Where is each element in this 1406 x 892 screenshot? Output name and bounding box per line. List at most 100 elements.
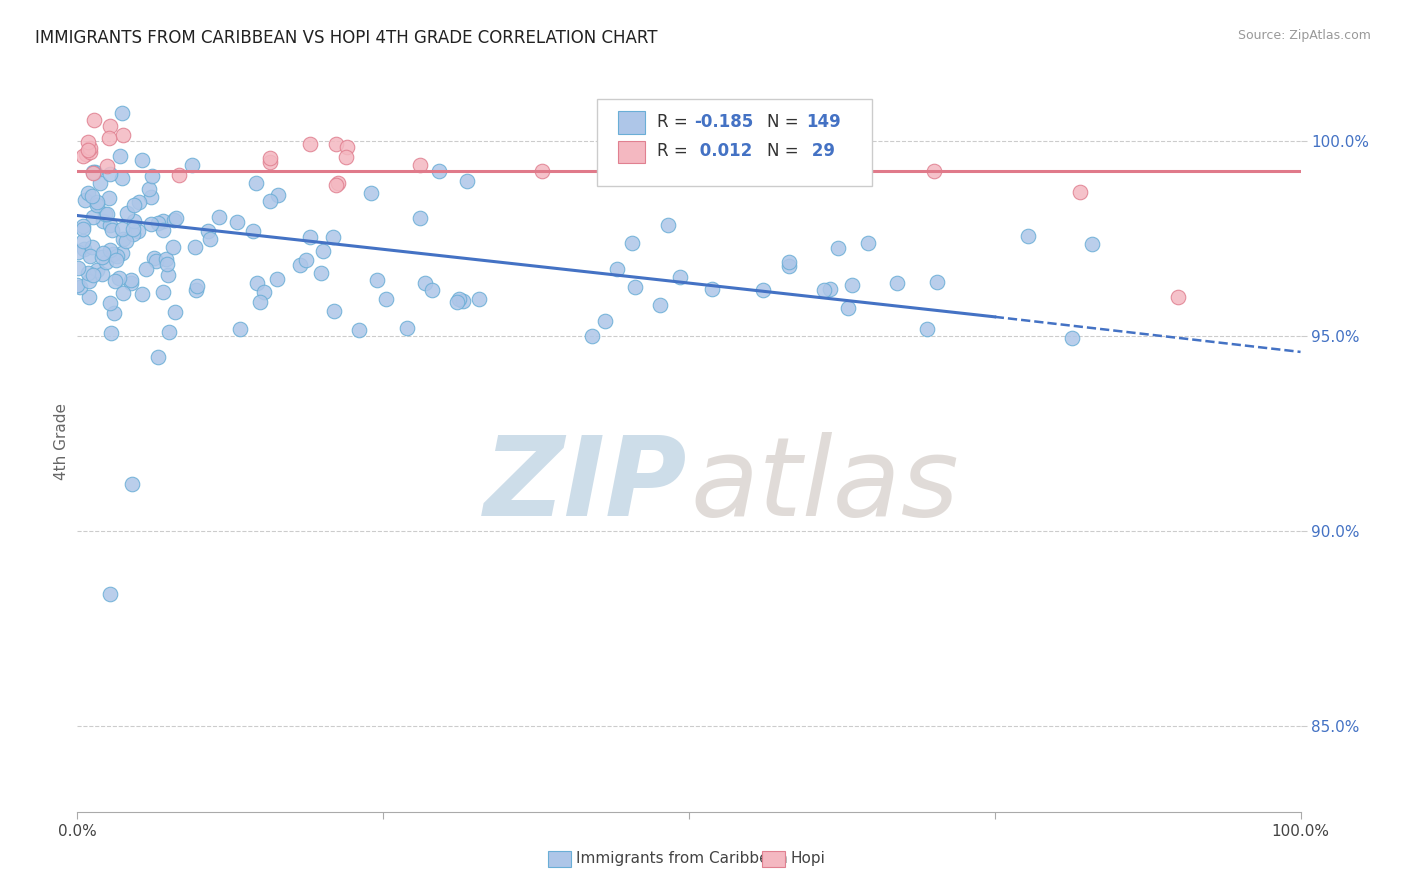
Text: Immigrants from Caribbean: Immigrants from Caribbean — [576, 852, 789, 866]
Point — [89, 176, 111, 190]
Point — [309, 266, 332, 280]
Point — [157, 325, 180, 339]
Point — [813, 284, 835, 298]
Point — [121, 221, 143, 235]
Text: -0.185: -0.185 — [693, 112, 754, 131]
Point — [347, 323, 370, 337]
Point — [197, 224, 219, 238]
Point — [131, 286, 153, 301]
Point — [446, 295, 468, 310]
Point — [69, 280, 91, 294]
Point — [96, 159, 118, 173]
Point — [468, 292, 491, 306]
Point — [242, 224, 264, 238]
Point — [922, 163, 945, 178]
Point — [86, 198, 108, 212]
Point — [312, 244, 335, 258]
Point — [98, 243, 121, 257]
Point — [1017, 228, 1039, 243]
Point — [72, 149, 94, 163]
Point — [108, 270, 131, 285]
Point — [156, 268, 179, 283]
Point — [180, 158, 202, 172]
Bar — [619, 112, 645, 134]
Point — [104, 274, 127, 288]
Point — [778, 259, 800, 273]
Point — [124, 198, 146, 212]
Point — [98, 219, 121, 233]
Point — [82, 211, 104, 225]
Point — [366, 272, 388, 286]
Point — [1062, 331, 1084, 345]
Point — [72, 222, 94, 236]
Point — [456, 174, 478, 188]
Point — [253, 285, 276, 300]
Point — [752, 283, 775, 297]
Point — [650, 298, 672, 312]
Point — [111, 105, 134, 120]
Point — [86, 195, 108, 210]
Point — [98, 130, 121, 145]
Point — [259, 155, 281, 169]
Point — [66, 277, 89, 292]
Point — [72, 234, 94, 248]
Point — [101, 247, 124, 261]
Point — [413, 277, 436, 291]
Point — [183, 240, 205, 254]
Point — [409, 158, 432, 172]
Point — [145, 253, 167, 268]
Point — [135, 262, 157, 277]
Point — [657, 218, 679, 232]
Point — [98, 295, 121, 310]
Point — [127, 223, 149, 237]
Point — [915, 322, 938, 336]
Point — [229, 322, 252, 336]
Point — [128, 195, 150, 210]
Point — [323, 303, 346, 318]
Point — [77, 274, 100, 288]
Point — [143, 251, 166, 265]
Point — [325, 137, 347, 152]
Point — [593, 314, 616, 328]
Point — [654, 154, 676, 169]
Point — [83, 113, 105, 128]
Point — [155, 252, 177, 266]
Point — [82, 165, 104, 179]
Point — [531, 164, 554, 178]
Point — [80, 239, 103, 253]
Point — [111, 128, 134, 142]
Point — [96, 254, 118, 268]
Point — [375, 293, 398, 307]
Point — [79, 248, 101, 262]
Point — [225, 215, 247, 229]
Point — [120, 277, 142, 291]
Point — [141, 190, 163, 204]
Point — [925, 275, 948, 289]
Point — [104, 252, 127, 267]
Text: 149: 149 — [807, 112, 841, 131]
Text: Hopi: Hopi — [790, 852, 825, 866]
Point — [335, 150, 357, 164]
Text: N =: N = — [768, 143, 804, 161]
Text: N =: N = — [768, 112, 804, 131]
Point — [325, 178, 347, 193]
Point — [138, 182, 160, 196]
Point — [131, 153, 153, 167]
Point — [163, 213, 186, 227]
Point — [114, 234, 136, 248]
Point — [624, 280, 647, 294]
Point — [156, 256, 179, 270]
Point — [162, 240, 184, 254]
Text: 0.012: 0.012 — [693, 143, 752, 161]
Point — [249, 294, 271, 309]
Point — [360, 186, 382, 201]
Point — [208, 211, 231, 225]
Point — [420, 283, 443, 297]
Text: 29: 29 — [807, 143, 835, 161]
Point — [1167, 290, 1189, 304]
Point — [76, 186, 98, 201]
Point — [824, 133, 846, 147]
Point — [581, 329, 603, 343]
Point — [152, 213, 174, 227]
Point — [163, 305, 186, 319]
